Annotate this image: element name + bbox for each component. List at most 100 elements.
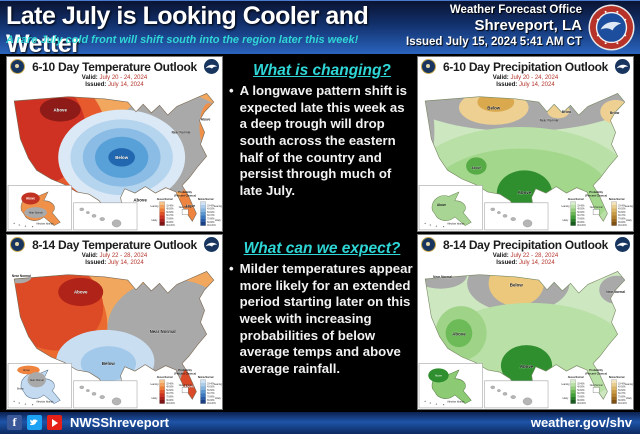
legend-percent-row: 60-70% (166, 215, 173, 217)
nws-logo-icon (588, 4, 635, 51)
website-url: weather.gov/shv (530, 415, 632, 430)
section-what-is-changing: What is changing? • A longwave pattern s… (229, 62, 415, 199)
legend-below-header: Below Normal (609, 376, 625, 379)
legend-percent-row: 60-70% (577, 393, 584, 395)
valid-label: Valid: (492, 253, 509, 259)
legend-title: Probability (178, 368, 192, 372)
legend-percent-row: 80-90% (207, 400, 214, 402)
legend-percent-row: 80-90% (166, 400, 173, 402)
legend-subtitle: (Percent Chance) (174, 371, 196, 375)
legend-percent-row: 60-70% (618, 215, 625, 217)
valid-issued-block: Valid: July 20 - 24, 2024 Issued: July 1… (418, 75, 633, 88)
page-subtitle: A rare July cold front will shift south … (6, 34, 359, 46)
legend-leaning-right: Leaning (625, 206, 633, 208)
region-label-near-nw: Near Normal (433, 275, 452, 279)
issued-date: July 14, 2024 (107, 81, 144, 88)
section-heading: What can we expect? (243, 240, 401, 257)
legend-title: Probability (589, 190, 603, 194)
legend-percent-row: 60-70% (207, 393, 214, 395)
region-label-above-nw: Above (54, 107, 68, 112)
office-name-line1: Weather Forecast Office (449, 4, 582, 16)
issued-date: July 14, 2024 (518, 259, 555, 266)
legend-percent-row: 60-70% (577, 215, 584, 217)
noaa-logo-icon (615, 237, 630, 252)
legend-percent-row: 50-60% (207, 212, 214, 214)
legend-percent-row: 40-50% (207, 209, 214, 211)
region-label-above-florida: Above (185, 204, 195, 208)
legend-percent-row: 50-60% (618, 212, 625, 214)
region-label-below-central: Below (510, 283, 523, 288)
hawaii-inset (484, 202, 549, 231)
legend: Probability (Percent Chance) Above Norma… (150, 368, 222, 405)
legend-title: Probability (178, 190, 192, 194)
legend-above-header: Above Normal (157, 376, 173, 379)
header-banner: Late July is Looking Cooler and Wetter A… (0, 0, 640, 57)
footer-bar: f NWSShreveport weather.gov/shv (0, 411, 640, 434)
legend-percent-row: 40-50% (577, 387, 584, 389)
legend-leaning-left: Leaning (150, 384, 159, 386)
legend-above-header: Above Normal (157, 198, 173, 201)
legend-percent-row: 40-50% (577, 209, 584, 211)
legend-near-normal: Near Normal (590, 206, 603, 209)
legend-likely-left: Likely (563, 220, 570, 222)
alaska-inset: Above Near Normal Aleutian Islands (7, 185, 72, 231)
legend-percent-row: 50-60% (618, 390, 625, 392)
legend-percent-row: 60-70% (618, 393, 625, 395)
office-name-line2: Shreveport, LA (474, 17, 582, 35)
legend-percent-row: 70-80% (618, 397, 625, 399)
legend-percent-row: 70-80% (618, 219, 625, 221)
region-label-above-texas: Above (518, 190, 532, 195)
legend-percent-row: 80-90% (577, 222, 584, 224)
legend-likely-right: Likely (215, 398, 222, 400)
region-label-above-west: Above (472, 166, 482, 170)
noaa-logo-icon (204, 59, 219, 74)
region-label-below-ne: Below (610, 111, 620, 115)
legend-percent-row: 50-60% (577, 212, 584, 214)
valid-date: July 20 - 24, 2024 (99, 75, 148, 81)
region-label-below-texas: Below (102, 361, 115, 366)
region-label-above-texas: Above (520, 364, 534, 369)
issued-label: Issued: (85, 259, 107, 266)
us-map-temp-6-10: Above Near Normal Below Above Above Abov… (7, 93, 222, 231)
legend: Probability (Percent Chance) Above Norma… (561, 368, 633, 405)
legend-likely-left: Likely (563, 398, 570, 400)
legend-near-normal: Near Normal (179, 206, 192, 209)
legend-percent-row: 40-50% (166, 209, 173, 211)
legend-percent-row: 60-70% (166, 393, 173, 395)
legend-subtitle: (Percent Chance) (174, 193, 196, 197)
office-block: Weather Forecast Office Shreveport, LA I… (406, 4, 582, 50)
aleutian-islands-label: Aleutian Islands (447, 401, 465, 404)
panel-precip-6-10-day: 6-10 Day Precipitation Outlook Valid: Ju… (417, 56, 634, 232)
region-label-below-plains: Below (487, 106, 500, 111)
legend-percent-row: 33-40% (618, 205, 625, 207)
section-body: A longwave pattern shift is expected lat… (239, 83, 407, 198)
legend-percent-row: 90-100% (618, 225, 627, 227)
ak-label-above: Above (26, 197, 35, 201)
dept-of-commerce-seal-icon (10, 237, 25, 252)
legend-percent-row: 70-80% (166, 219, 173, 221)
region-label-above-west: Above (452, 331, 466, 336)
legend-percent-row: 40-50% (207, 387, 214, 389)
panel-title: 6-10 Day Precipitation Outlook (442, 59, 609, 74)
region-label-near-ne: Near Normal (172, 131, 191, 135)
valid-date: July 20 - 24, 2024 (510, 75, 559, 81)
legend-below-header: Below Normal (198, 198, 214, 201)
legend-leaning-left: Leaning (561, 206, 570, 208)
region-label-near-ne: Near Normal (606, 290, 625, 294)
noaa-logo-icon (615, 59, 630, 74)
legend-percent-row: 70-80% (207, 219, 214, 221)
issued-label: Issued: (496, 259, 518, 266)
legend-percent-row: 90-100% (207, 403, 216, 405)
legend-below-header: Below Normal (198, 376, 214, 379)
legend-percent-row: 90-100% (577, 225, 586, 227)
ak-label-above: Above (437, 203, 446, 207)
us-map-precip-6-10: Below Near Normal Below Below Above Abov… (418, 93, 633, 231)
legend-leaning-right: Leaning (214, 206, 222, 208)
issued-label: Issued: (85, 81, 107, 88)
legend-percent-row: 80-90% (618, 400, 625, 402)
region-label-near-nw: Near Normal (12, 274, 31, 278)
legend-percent-row: 80-90% (207, 222, 214, 224)
aleutian-islands-label: Aleutian Islands (36, 223, 54, 226)
legend-subtitle: (Percent Chance) (585, 371, 607, 375)
ak-label-above: Above (435, 375, 443, 378)
